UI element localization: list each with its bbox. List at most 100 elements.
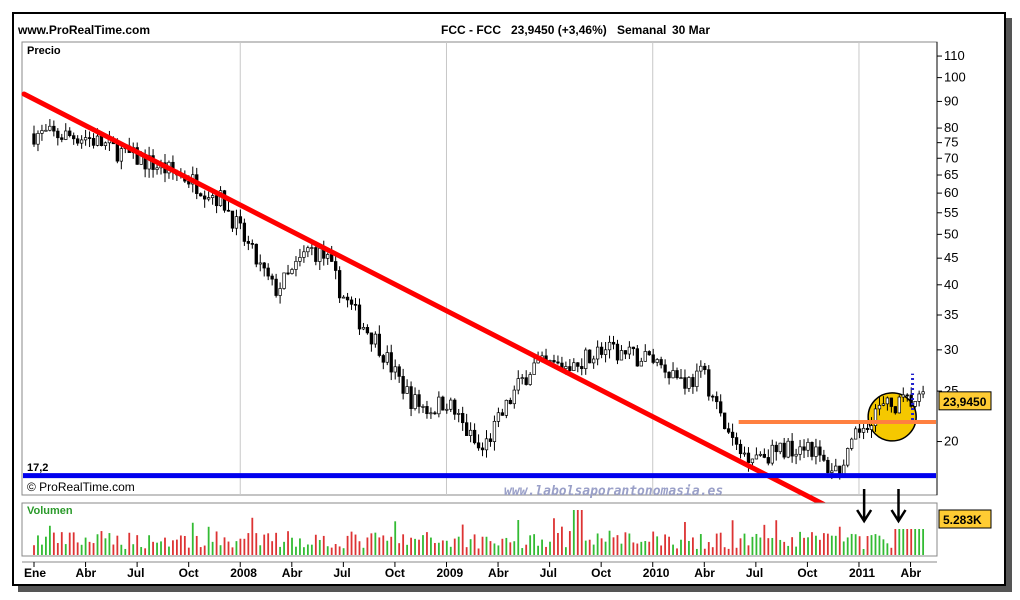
volume-bar [76, 542, 79, 555]
candle-body [734, 437, 739, 445]
candle-body [95, 135, 100, 146]
candle-body [453, 399, 457, 415]
volume-bar [299, 538, 301, 555]
volume-bar [894, 529, 897, 555]
candle-body [889, 397, 894, 407]
candle-body [488, 438, 493, 442]
candle-body [99, 135, 104, 146]
candle-body [357, 304, 362, 330]
candle-body [480, 447, 485, 451]
volume-bar [830, 535, 833, 555]
volume-bar [501, 538, 504, 555]
y-tick-label: 100 [944, 70, 966, 85]
period-label: Semanal [617, 23, 666, 37]
candle-body [794, 453, 798, 457]
y-tick-label: 60 [944, 185, 958, 200]
volume-bar [306, 544, 309, 555]
volume-bar [136, 535, 139, 555]
candle-body [250, 243, 254, 245]
candle-body [334, 261, 338, 271]
candle-body [318, 248, 322, 262]
candle-body [68, 130, 72, 136]
candle-body [199, 193, 203, 197]
y-tick-label: 75 [944, 135, 958, 150]
volume-bar [481, 536, 484, 555]
candle-body [401, 376, 405, 394]
candle-body [627, 346, 632, 355]
candle-body [226, 209, 231, 212]
volume-bar [326, 546, 329, 555]
volume-bar [890, 547, 893, 555]
volume-bar [616, 535, 619, 555]
candle-body [564, 366, 568, 370]
volume-bar [624, 532, 627, 555]
x-tick-label: 2011 [849, 566, 875, 580]
volume-bar [239, 538, 242, 555]
candle-body [603, 349, 608, 355]
candle-body [873, 408, 878, 426]
volume-bar [310, 544, 313, 555]
down-arrow-icon [856, 489, 873, 524]
candle-body [782, 442, 786, 458]
candle-body [278, 288, 282, 296]
volume-bar [235, 541, 238, 555]
x-tick-label: Oct [385, 566, 405, 580]
candle-body [361, 327, 366, 330]
volume-bar [223, 537, 226, 555]
volume-bar [703, 548, 706, 555]
volume-bar [164, 537, 166, 555]
candle-body [330, 254, 334, 262]
volume-bar [346, 535, 349, 555]
volume-bar [116, 535, 119, 555]
candle-body [552, 360, 556, 363]
volume-bar [457, 536, 460, 555]
volume-bar [68, 532, 71, 555]
volume-bar [124, 548, 127, 555]
candle-body [715, 396, 719, 403]
volume-bar [795, 546, 797, 555]
candlestick-series [32, 119, 925, 480]
candle-body [556, 361, 560, 364]
candle-body [413, 394, 417, 409]
volume-bar [910, 529, 913, 555]
volume-bar [390, 536, 393, 555]
volume-bar [303, 547, 305, 555]
candle-body [699, 365, 703, 372]
volume-bar [449, 546, 452, 555]
volume-bar [72, 532, 75, 555]
candle-body [691, 377, 695, 387]
volume-bar [640, 541, 643, 555]
volume-bar [882, 539, 885, 555]
volume-bar [461, 524, 464, 555]
candle-body [881, 403, 886, 406]
candle-body [206, 197, 211, 200]
volume-bar [862, 548, 865, 555]
candle-body [314, 247, 318, 262]
x-tick-label: Abr [694, 566, 715, 580]
volume-bar [513, 541, 516, 555]
volume-bar [819, 539, 821, 555]
volume-bar [771, 537, 774, 555]
volume-bar [715, 533, 718, 555]
candle-body [659, 359, 663, 366]
volume-bar [485, 536, 488, 555]
volume-bar [612, 537, 615, 555]
candle-body [353, 303, 358, 306]
x-tick-label: Oct [797, 566, 817, 580]
volume-bar [497, 545, 500, 555]
volume-bar [636, 543, 639, 555]
volume-bar [441, 540, 444, 555]
volume-bar [727, 548, 730, 555]
candle-body [913, 401, 917, 407]
date-label: 30 Mar [672, 23, 710, 37]
candle-body [421, 406, 425, 408]
candle-body [214, 195, 219, 207]
candle-body [877, 404, 882, 410]
volume-bar [799, 531, 801, 555]
volume-bar [691, 537, 694, 555]
candle-body [893, 406, 897, 414]
volume-bar [243, 538, 246, 555]
chart-frame: www.ProRealTime.com FCC - FCC 23,9450 (+… [12, 12, 1006, 586]
volume-bar [410, 537, 412, 555]
